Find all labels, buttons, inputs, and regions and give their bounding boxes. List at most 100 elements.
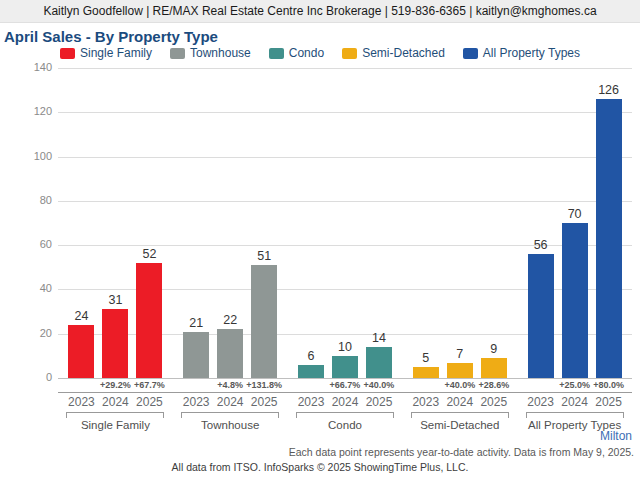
bar-cell: 6 xyxy=(298,349,324,378)
bar-cell: 7 xyxy=(447,347,473,379)
bar-cell: 5 xyxy=(413,351,439,378)
data-note: Each data point represents year-to-date … xyxy=(289,446,634,458)
pct-change-label: +131.8% xyxy=(251,381,277,391)
bar[interactable] xyxy=(251,265,277,378)
legend-item[interactable]: Townhouse xyxy=(170,46,251,60)
y-tick-label: 20 xyxy=(40,328,52,339)
year-label: 2023 xyxy=(68,395,94,409)
year-label: 2025 xyxy=(366,395,392,409)
bar-value-label: 7 xyxy=(456,347,463,361)
group-label: Condo xyxy=(328,419,362,431)
region-label[interactable]: Milton xyxy=(600,429,632,443)
bar[interactable] xyxy=(413,367,439,378)
bar[interactable] xyxy=(447,363,473,379)
bar-cell: 9 xyxy=(481,342,507,378)
plot-area: 243152212251610145795670126 xyxy=(58,68,632,379)
legend: Single Family Townhouse Condo Semi-Detached… xyxy=(0,46,640,60)
years-row: 202320242025 xyxy=(183,395,277,409)
bar-cell: 51 xyxy=(251,249,277,378)
bar-cell: 24 xyxy=(68,309,94,378)
legend-swatch xyxy=(463,48,478,59)
pct-group: +66.7%+40.0% xyxy=(288,381,403,391)
bar[interactable] xyxy=(528,254,554,378)
y-tick-label: 40 xyxy=(40,283,52,294)
pct-change-label: +67.7% xyxy=(136,381,162,391)
legend-label: Townhouse xyxy=(190,46,251,60)
year-label: 2024 xyxy=(217,395,243,409)
bar-group: 5 7 9 xyxy=(402,68,517,378)
year-label: 2025 xyxy=(481,395,507,409)
axis-group: 202320242025Semi-Detached xyxy=(402,395,517,431)
bar-value-label: 31 xyxy=(108,293,122,307)
bar[interactable] xyxy=(298,365,324,378)
bar-cell: 126 xyxy=(596,83,622,378)
year-label: 2023 xyxy=(528,395,554,409)
bar[interactable] xyxy=(102,309,128,378)
bar-value-label: 70 xyxy=(568,207,582,221)
bars-row: 6 10 14 xyxy=(298,331,392,378)
pct-group: +25.0%+80.0% xyxy=(517,381,632,391)
group-label: Semi-Detached xyxy=(420,419,499,431)
legend-item[interactable]: Single Family xyxy=(60,46,152,60)
group-axis-row: 202320242025Single Family202320242025Tow… xyxy=(58,395,632,431)
group-bracket xyxy=(411,412,509,418)
bar[interactable] xyxy=(217,329,243,378)
group-label: Townhouse xyxy=(201,419,259,431)
bar-value-label: 51 xyxy=(257,249,271,263)
pct-change-label: +29.2% xyxy=(102,381,128,391)
years-row: 202320242025 xyxy=(68,395,162,409)
legend-label: Semi-Detached xyxy=(362,46,445,60)
year-label: 2024 xyxy=(447,395,473,409)
bar[interactable] xyxy=(183,332,209,379)
pct-change-label: +4.8% xyxy=(217,381,243,391)
bar[interactable] xyxy=(68,325,94,378)
pct-change-label: +25.0% xyxy=(562,381,588,391)
legend-item[interactable]: Condo xyxy=(269,46,324,60)
bar-cell: 10 xyxy=(332,340,358,378)
y-tick-label: 100 xyxy=(34,151,52,162)
bar-cell: 14 xyxy=(366,331,392,378)
pct-cells: +4.8% +131.8% xyxy=(183,381,277,391)
bar-cell: 21 xyxy=(183,316,209,379)
years-row: 202320242025 xyxy=(528,395,622,409)
pct-cells: +66.7%+40.0% xyxy=(298,381,392,391)
bars-row: 2122 51 xyxy=(183,249,277,378)
bar[interactable] xyxy=(136,263,162,378)
group-bracket xyxy=(526,412,624,418)
y-tick-label: 80 xyxy=(40,195,52,206)
pct-change-row: +29.2% +67.7% +4.8% +131.8% +66.7%+40.0% +40.… xyxy=(58,379,632,391)
axis-group: 202320242025Condo xyxy=(288,395,403,431)
bar[interactable] xyxy=(332,356,358,378)
y-tick-label: 140 xyxy=(34,62,52,73)
contact-header: Kaitlyn Goodfellow | RE/MAX Real Estate … xyxy=(0,0,640,23)
bar[interactable] xyxy=(596,99,622,378)
bar-value-label: 6 xyxy=(308,349,315,363)
bar[interactable] xyxy=(481,358,507,378)
axis-group: 202320242025All Property Types xyxy=(517,395,632,431)
group-label: Single Family xyxy=(81,419,150,431)
legend-item[interactable]: Semi-Detached xyxy=(342,46,445,60)
year-label: 2024 xyxy=(102,395,128,409)
pct-cells: +40.0%+28.6% xyxy=(413,381,507,391)
bars-row: 243152 xyxy=(68,247,162,378)
legend-item[interactable]: All Property Types xyxy=(463,46,580,60)
bar-cell: 70 xyxy=(562,207,588,378)
year-label: 2024 xyxy=(332,395,358,409)
pct-cells: +25.0%+80.0% xyxy=(528,381,622,391)
bar[interactable] xyxy=(562,223,588,378)
bar-value-label: 10 xyxy=(338,340,352,354)
legend-swatch xyxy=(170,48,185,59)
y-tick-label: 120 xyxy=(34,106,52,117)
y-tick-label: 0 xyxy=(46,372,52,383)
legend-swatch xyxy=(60,48,75,59)
bar-cell: 22 xyxy=(217,313,243,378)
bar-group: 2122 51 xyxy=(173,68,288,378)
bars-row: 5 7 9 xyxy=(413,342,507,378)
attribution: All data from ITSO. InfoSparks © 2025 Sh… xyxy=(0,461,640,473)
bar[interactable] xyxy=(366,347,392,378)
infosparks-chart-page: Kaitlyn Goodfellow | RE/MAX Real Estate … xyxy=(0,0,640,480)
y-tick-label: 60 xyxy=(40,239,52,250)
x-axis-line xyxy=(58,392,632,393)
bar-value-label: 24 xyxy=(74,309,88,323)
legend-swatch xyxy=(342,48,357,59)
